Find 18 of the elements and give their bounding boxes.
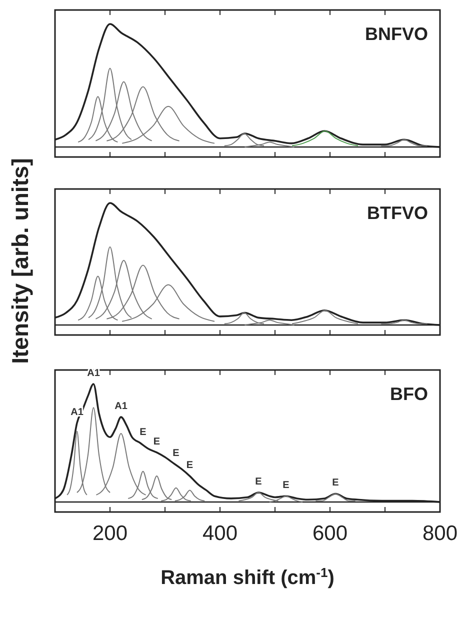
x-tick-label: 200 [92, 522, 128, 545]
annotation: A1 [87, 368, 100, 379]
annotation: E [255, 476, 262, 488]
chart-title: BFO [390, 384, 428, 404]
annotation: E [186, 460, 194, 472]
x-tick-label: 800 [422, 522, 458, 545]
y-axis-title: Itensity [arb. units] [7, 158, 33, 364]
x-tick-label: 600 [312, 522, 348, 545]
annotation: E [140, 427, 147, 438]
chart-title: BNFVO [365, 24, 428, 44]
annotation: E [172, 448, 180, 460]
annotation: E [153, 436, 160, 448]
x-axis-title: Raman shift (cm$^{-1}$) [160, 564, 334, 589]
annotation: A1 [114, 401, 128, 412]
chart-title: BTFVO [367, 203, 428, 223]
annotation: E [332, 478, 340, 489]
annotation: E [282, 480, 290, 492]
x-tick-label: 400 [202, 522, 238, 545]
